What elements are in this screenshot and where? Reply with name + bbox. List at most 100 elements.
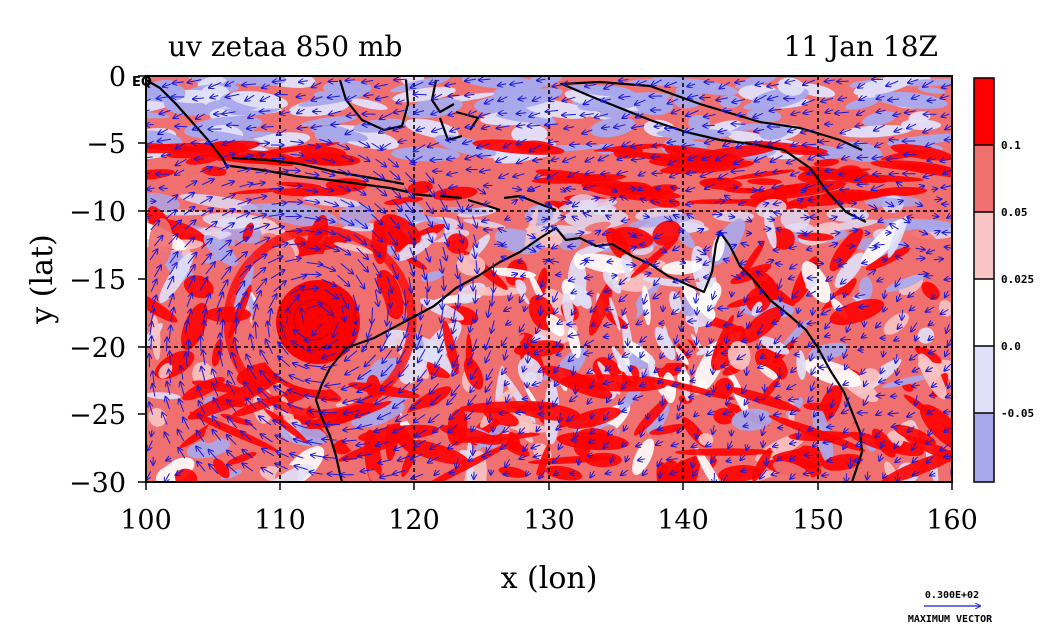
wind-vector [669, 159, 678, 165]
wind-vector [456, 264, 458, 279]
wind-vector [408, 261, 414, 276]
wind-vector [221, 182, 235, 187]
wind-vector [591, 198, 599, 200]
wind-vector [635, 99, 646, 105]
wind-vector [205, 138, 219, 143]
colorbar-label: 0.025 [1001, 273, 1034, 286]
wind-vector [319, 186, 334, 191]
vorticity-blob [682, 281, 703, 314]
wind-vector [168, 234, 178, 245]
wind-vector [742, 243, 750, 246]
wind-vector [924, 175, 935, 178]
vorticity-blob [739, 306, 784, 344]
wind-vector [893, 114, 902, 116]
vorticity-blob [181, 302, 208, 351]
vorticity-blob [416, 336, 452, 375]
wind-vector [304, 173, 319, 176]
x-tick-label: 140 [657, 505, 709, 536]
wind-vector [533, 97, 542, 101]
wind-vector [299, 81, 308, 83]
wind-vector [850, 215, 857, 218]
wind-vector [927, 250, 936, 253]
equator-label: EQ [132, 75, 152, 90]
wind-vector [898, 244, 908, 246]
wind-vector [774, 212, 782, 214]
wind-vector [746, 189, 757, 190]
wind-vector [688, 95, 699, 98]
wind-vector [319, 228, 335, 234]
vorticity-blob [904, 435, 952, 466]
wind-vector [485, 98, 495, 104]
wind-vector [927, 159, 936, 161]
wind-vector [154, 265, 162, 278]
wind-vector [877, 110, 886, 112]
wind-vector [391, 263, 398, 279]
wind-vector [183, 193, 194, 201]
wind-vector [543, 260, 548, 262]
wind-vector [584, 97, 595, 105]
vorticity-blob [310, 126, 369, 142]
wind-vector [201, 239, 212, 249]
wind-vector [222, 112, 236, 114]
wind-vector [898, 201, 903, 202]
wind-vector [149, 249, 157, 261]
wind-vector [493, 262, 494, 276]
wind-vector [673, 246, 681, 251]
wind-vector [337, 143, 349, 149]
wind-vector [697, 250, 705, 255]
wind-vector [549, 96, 559, 101]
wind-vector [374, 203, 386, 213]
vorticity-blob [721, 123, 775, 132]
wind-vector [931, 216, 938, 217]
wind-vector [640, 245, 647, 246]
y-tick-label: −20 [69, 333, 126, 364]
wind-vector [546, 110, 559, 111]
wind-vector [803, 79, 816, 85]
wind-vector [925, 276, 934, 277]
wind-vector [256, 143, 269, 144]
vorticity-blob [232, 188, 285, 195]
coast-java [229, 156, 409, 194]
wind-vector [584, 184, 597, 189]
vorticity-blob [391, 146, 460, 162]
wind-vector [736, 142, 746, 148]
wind-vector [636, 114, 644, 118]
wind-vector [933, 259, 943, 260]
wind-vector [890, 224, 899, 230]
vorticity-blob [795, 83, 836, 98]
vorticity-blob [300, 146, 347, 161]
wind-vector [353, 187, 365, 195]
wind-vector [651, 157, 661, 158]
vorticity-blob [853, 76, 915, 96]
vorticity-blob [740, 240, 765, 278]
wind-vector [319, 216, 335, 222]
wind-vector [250, 155, 264, 157]
vorticity-blob [545, 465, 583, 481]
wind-vector [376, 97, 389, 100]
wind-vector [503, 143, 512, 148]
wind-vector [766, 219, 774, 220]
wind-vector [705, 140, 715, 143]
wind-vector [705, 183, 715, 189]
wind-vector [404, 213, 413, 226]
wind-vector [677, 230, 684, 231]
wind-vector [518, 98, 527, 99]
wind-vector [611, 276, 616, 277]
wind-vector [787, 160, 796, 164]
wind-vector [897, 472, 898, 482]
wind-vector [463, 141, 473, 144]
wind-vector [941, 114, 950, 117]
wind-vector [585, 260, 595, 261]
wind-vector [723, 140, 734, 146]
wind-vector [456, 200, 463, 211]
wind-vector [498, 97, 508, 101]
wind-vector [767, 84, 780, 87]
vorticity-blob [710, 325, 746, 371]
wind-vector [255, 171, 269, 173]
wind-vector [356, 247, 368, 259]
vorticity-blob [768, 415, 866, 452]
wind-vector [663, 217, 672, 222]
wind-vector [447, 158, 456, 159]
wind-vector [146, 157, 153, 158]
vorticity-blob [213, 458, 230, 479]
